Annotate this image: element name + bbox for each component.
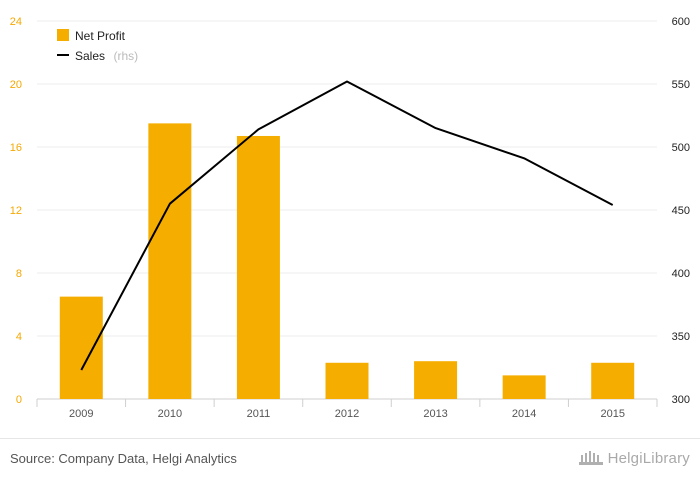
source-note: Source: Company Data, Helgi Analytics: [10, 451, 237, 466]
combo-chart: 0 4 8 12 16 20 24 300 350 400 450 500 550 600 2009 2010…: [0, 0, 700, 438]
left-axis-tick-label: 12: [10, 205, 22, 217]
bar-net-profit: [148, 123, 191, 399]
x-axis-tick-label: 2011: [247, 408, 271, 420]
net-profit-bars: [60, 123, 634, 399]
right-axis-tick-label: 550: [672, 79, 690, 91]
right-axis-tick-label: 400: [672, 268, 690, 280]
x-axis-tick-label: 2013: [423, 408, 447, 420]
legend-label-net-profit: Net Profit: [75, 29, 126, 43]
left-axis-tick-label: 0: [16, 394, 22, 406]
right-axis-tick-label: 450: [672, 205, 690, 217]
legend-label-sales: Sales: [75, 49, 105, 63]
x-axis-tick-label: 2009: [69, 408, 93, 420]
right-axis-tick-label: 300: [672, 394, 690, 406]
bar-net-profit: [237, 136, 280, 399]
bar-net-profit: [326, 363, 369, 399]
footer: Source: Company Data, Helgi Analytics He…: [0, 438, 700, 484]
x-axis-tick-label: 2010: [158, 408, 182, 420]
right-axis-tick-label: 600: [672, 16, 690, 28]
x-axis-tick-label: 2014: [512, 408, 536, 420]
bar-net-profit: [503, 375, 546, 399]
left-axis-tick-label: 16: [10, 142, 22, 154]
gridlines: [37, 21, 657, 399]
axes: 0 4 8 12 16 20 24 300 350 400 450 500 550 600 2009 2010…: [10, 16, 690, 420]
right-axis-tick-label: 500: [672, 142, 690, 154]
right-axis-tick-label: 350: [672, 331, 690, 343]
left-axis-tick-label: 20: [10, 79, 22, 91]
library-building-icon: [578, 449, 604, 467]
legend-swatch-net-profit: [57, 29, 69, 41]
bar-net-profit: [414, 361, 457, 399]
legend-label-sales-suffix: (rhs): [113, 49, 138, 63]
left-axis-tick-label: 8: [16, 268, 22, 280]
x-axis-tick-label: 2012: [335, 408, 359, 420]
legend: Net Profit Sales (rhs): [57, 29, 138, 64]
x-axis-tick-label: 2015: [600, 408, 624, 420]
bar-net-profit: [591, 363, 634, 399]
bar-net-profit: [60, 297, 103, 399]
legend-label-sales-group: Sales (rhs): [75, 47, 138, 64]
left-axis-tick-label: 4: [16, 331, 22, 343]
helgi-library-logo[interactable]: HelgiLibrary: [578, 449, 690, 467]
logo-text: HelgiLibrary: [608, 450, 690, 467]
left-axis-tick-label: 24: [10, 16, 22, 28]
